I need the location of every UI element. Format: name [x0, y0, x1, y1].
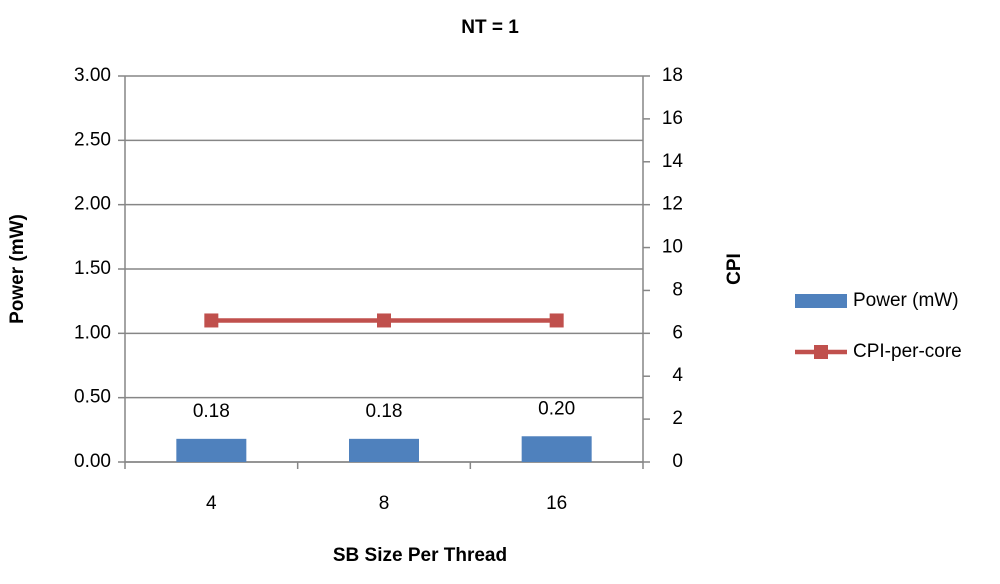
- y2-axis-title: CPI: [724, 253, 745, 285]
- data-label: 0.18: [366, 401, 403, 422]
- bar: [521, 436, 592, 462]
- data-label: 0.20: [538, 398, 575, 419]
- marker: [204, 313, 219, 328]
- x-tick-label: 4: [206, 493, 217, 514]
- y2-tick-label: 10: [662, 237, 683, 258]
- y-tick-label: 0.00: [74, 451, 111, 472]
- marker: [377, 313, 391, 328]
- y2-tick-label: 2: [672, 408, 683, 429]
- y-tick-label: 0.50: [74, 387, 111, 408]
- legend-label: Power (mW): [853, 290, 959, 311]
- y2-tick-label: 4: [672, 365, 683, 386]
- y-tick-label: 1.50: [74, 258, 111, 279]
- legend-label: CPI-per-core: [853, 341, 962, 362]
- chart-title: NT = 1: [461, 17, 519, 38]
- y2-tick-label: 12: [662, 194, 683, 215]
- y2-tick-label: 6: [672, 322, 683, 343]
- x-tick-label: 16: [546, 493, 567, 514]
- y2-tick-label: 0: [672, 451, 683, 472]
- y2-tick-label: 18: [662, 65, 683, 86]
- y2-tick-label: 16: [662, 108, 683, 129]
- y-axis-title: Power (mW): [7, 214, 28, 324]
- legend-swatch: [795, 294, 847, 308]
- data-label: 0.18: [193, 401, 230, 422]
- x-axis-title: SB Size Per Thread: [333, 545, 507, 566]
- y-tick-label: 2.50: [74, 129, 111, 150]
- bar: [349, 438, 419, 462]
- legend-marker: [814, 345, 828, 359]
- y-tick-label: 3.00: [74, 65, 111, 86]
- marker: [549, 313, 564, 328]
- bar: [176, 438, 247, 462]
- y2-tick-label: 8: [672, 279, 683, 300]
- y-tick-label: 2.00: [74, 194, 111, 215]
- y2-tick-label: 14: [662, 151, 684, 172]
- x-tick-label: 8: [379, 493, 390, 514]
- y-tick-label: 1.00: [74, 322, 111, 343]
